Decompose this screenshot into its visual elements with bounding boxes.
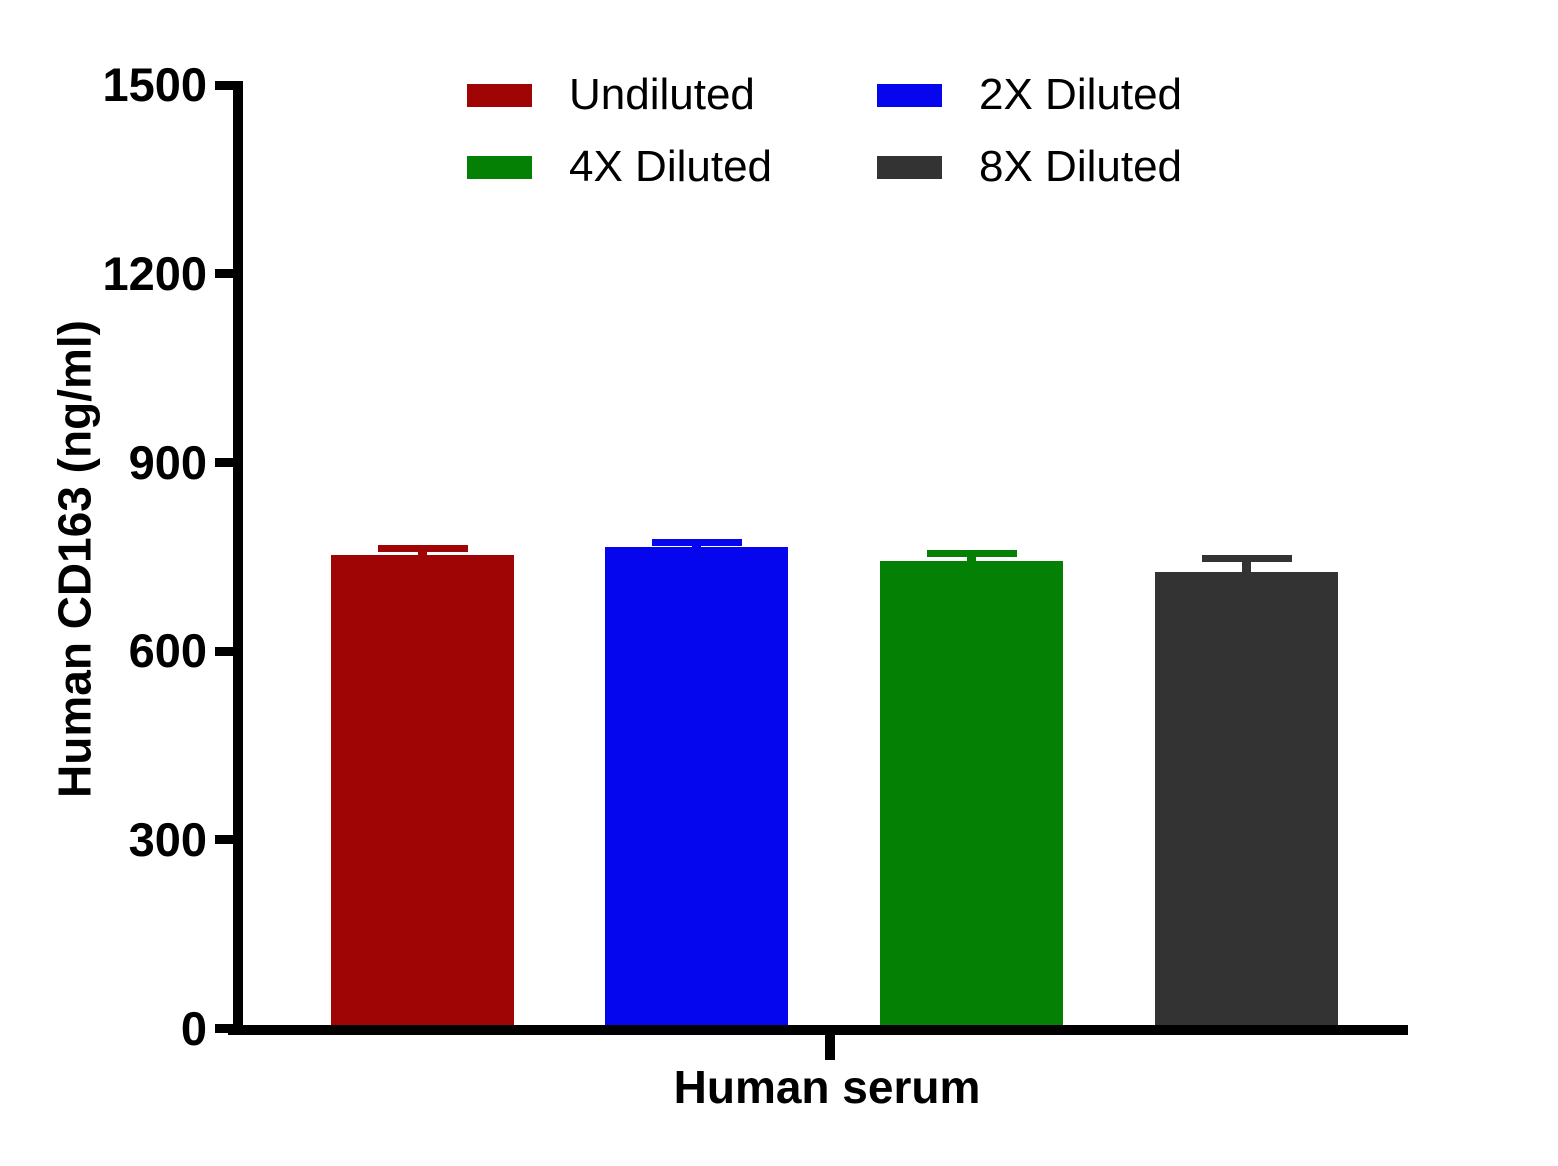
y-axis-tick-mark bbox=[215, 646, 243, 656]
bar-4x-diluted bbox=[880, 560, 1063, 1030]
bar-undiluted bbox=[331, 555, 514, 1030]
legend-label: 8X Diluted bbox=[979, 142, 1183, 191]
y-axis-line bbox=[233, 84, 243, 1034]
error-bar-cap bbox=[377, 545, 468, 553]
error-bar-stem bbox=[1242, 558, 1251, 574]
legend-swatch bbox=[467, 155, 532, 179]
x-axis-line bbox=[228, 1025, 1408, 1035]
legend-swatch bbox=[467, 83, 532, 107]
legend-item-undiluted: Undiluted bbox=[467, 67, 755, 123]
error-bar-cap bbox=[651, 538, 742, 546]
legend-swatch bbox=[877, 83, 942, 107]
y-axis-tick-label: 0 bbox=[180, 1001, 207, 1055]
legend-item-2x-diluted: 2X Diluted bbox=[877, 67, 1182, 123]
y-axis-tick-mark bbox=[215, 835, 243, 845]
y-axis-title: Human CD163 (ng/ml) bbox=[48, 320, 101, 798]
error-bar-cap bbox=[926, 550, 1017, 558]
x-axis-title: Human serum bbox=[673, 1061, 981, 1113]
legend-label: 2X Diluted bbox=[979, 70, 1183, 119]
y-axis-tick-label: 300 bbox=[128, 812, 207, 866]
bar-8x-diluted bbox=[1155, 571, 1338, 1030]
error-bar-cap bbox=[1201, 555, 1292, 563]
error-bar-stem bbox=[418, 548, 427, 557]
bar-2x-diluted bbox=[605, 546, 788, 1030]
legend-label: 4X Diluted bbox=[569, 142, 773, 191]
y-axis-tick-label: 600 bbox=[128, 624, 207, 678]
y-axis-tick-label: 1200 bbox=[102, 246, 207, 300]
legend-swatch bbox=[877, 155, 942, 179]
y-axis-tick-mark bbox=[215, 269, 243, 279]
x-axis-tick bbox=[825, 1034, 835, 1060]
y-axis-tick-mark bbox=[215, 80, 243, 90]
error-bar-stem bbox=[967, 553, 976, 563]
legend-item-4x-diluted: 4X Diluted bbox=[467, 139, 772, 195]
y-axis-tick-mark bbox=[215, 458, 243, 468]
y-axis-tick-label: 900 bbox=[128, 435, 207, 489]
legend-label: Undiluted bbox=[569, 70, 755, 119]
legend-item-8x-diluted: 8X Diluted bbox=[877, 139, 1182, 195]
y-axis-tick-label: 1500 bbox=[102, 58, 207, 112]
